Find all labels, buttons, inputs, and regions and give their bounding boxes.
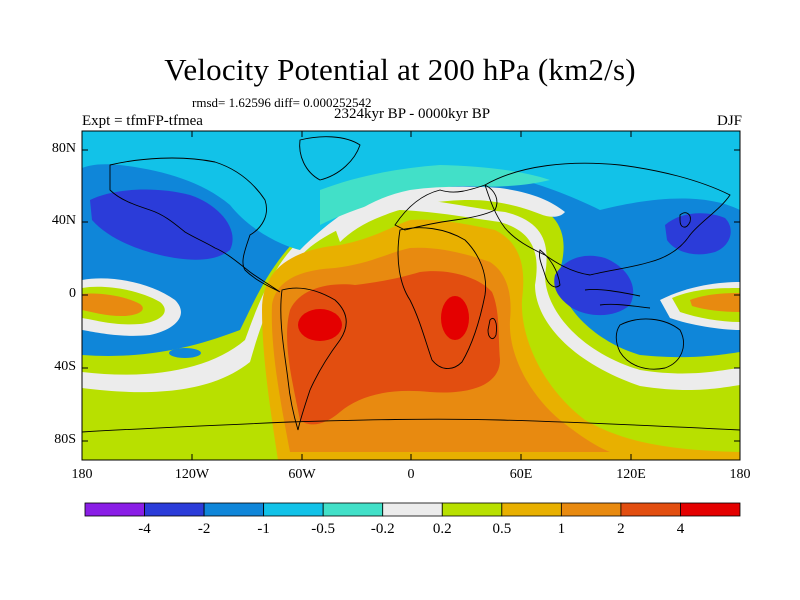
colorbar-swatch [501, 502, 562, 517]
colorbar-swatch [203, 502, 265, 517]
colorbar-swatch [680, 502, 741, 517]
contour-neg-teal-north [320, 165, 550, 225]
contour-zero-arc [335, 186, 565, 242]
colorbar-label: -2 [197, 521, 211, 537]
x-tick-label: 120W [174, 467, 210, 482]
colorbar-swatch [620, 502, 681, 517]
colorbar-swatch [263, 502, 324, 517]
plot-title: Velocity Potential at 200 hPa (km2/s) [164, 52, 636, 87]
contour-low-southpacific [169, 348, 201, 358]
x-tick-label: 0 [407, 467, 415, 482]
colorbar-swatch [322, 502, 384, 517]
colorbar-label: -0.2 [370, 521, 395, 537]
colorbar-swatch [382, 502, 443, 517]
colorbar-label: 4 [676, 521, 685, 537]
period-label: 2324kyr BP - 0000kyr BP [333, 106, 491, 122]
colorbar-swatch [144, 502, 205, 517]
colorbar-swatch [441, 502, 503, 517]
contour-low-northamerica [90, 189, 233, 260]
x-tick-label: 60E [509, 467, 533, 482]
y-tick-label: 80S [54, 432, 76, 447]
stats-label: rmsd= 1.62596 diff= 0.000252542 [192, 95, 372, 110]
coast-asia [484, 162, 731, 276]
coast-india [539, 249, 561, 288]
x-tick-label: 120E [616, 467, 646, 482]
colorbar-label: -4 [138, 521, 151, 537]
tick-marks [81, 131, 741, 460]
x-tick-label: 60W [288, 467, 316, 482]
coast-south-america [280, 287, 347, 431]
colorbar-label: 0.2 [432, 521, 452, 537]
contour-pacific-right-core [690, 293, 740, 312]
y-tick-label: 40S [54, 359, 76, 374]
coast-australia [615, 318, 684, 370]
contour-low-northpacific [665, 213, 731, 255]
colorbar-label: 2 [617, 521, 625, 537]
contour-core-southamerica [298, 309, 342, 341]
coast-greenland [299, 136, 361, 181]
coast-madagascar [487, 317, 497, 340]
season-label: DJF [716, 113, 742, 129]
colorbar-swatch [560, 502, 622, 517]
colorbar-label: -1 [257, 521, 270, 537]
colorbar-label: 1 [557, 521, 566, 537]
x-tick-label: 180 [71, 467, 93, 482]
colorbar-label: -0.5 [311, 521, 336, 537]
coast-europe [394, 184, 498, 231]
coast-antarctica [82, 418, 740, 433]
contour-fill-layer [82, 131, 740, 460]
y-tick-label: 40N [51, 213, 76, 228]
experiment-label: Expt = tfmFP-tfmea [82, 113, 203, 129]
colorbar-label: 0.5 [492, 521, 512, 537]
contour-neg-light-north [82, 131, 740, 250]
coast-japan [679, 212, 691, 228]
y-tick-label: 80N [51, 141, 76, 156]
coast-indonesia [584, 289, 651, 309]
y-tick-label: 0 [69, 286, 76, 301]
coast-north-america [109, 157, 281, 293]
coast-africa [397, 227, 487, 369]
contour-pacific-left-core [82, 293, 143, 316]
contour-core-africa [441, 296, 469, 340]
coastlines [82, 136, 740, 433]
x-tick-label: 180 [729, 467, 751, 482]
colorbar-swatch [84, 502, 145, 517]
